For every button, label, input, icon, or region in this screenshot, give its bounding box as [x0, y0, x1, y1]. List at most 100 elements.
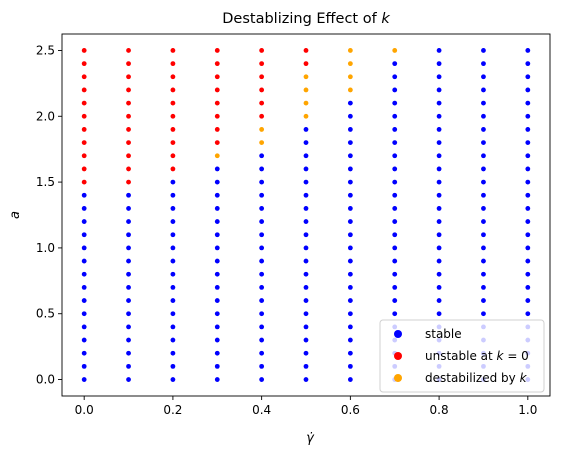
point-stable — [392, 298, 398, 303]
point-stable — [81, 337, 87, 343]
y-tick-label: 1.5 — [36, 175, 55, 189]
point-stable — [525, 271, 531, 277]
point-unstable — [126, 100, 131, 106]
point-unstable — [259, 61, 265, 67]
point-stable — [481, 48, 486, 53]
point-unstable — [81, 127, 87, 132]
point-stable — [436, 285, 442, 290]
point-stable — [392, 271, 398, 277]
point-stable — [170, 285, 176, 290]
point-stable — [259, 232, 265, 238]
point-stable — [347, 337, 353, 343]
point-stable — [525, 113, 531, 119]
point-stable — [525, 285, 531, 290]
point-stable — [214, 363, 220, 369]
point-stable — [303, 337, 309, 343]
point-unstable — [214, 87, 220, 93]
point-stable — [436, 113, 442, 119]
point-unstable — [81, 153, 87, 159]
point-stable — [481, 285, 486, 290]
point-stable — [392, 179, 398, 185]
point-unstable — [170, 74, 176, 80]
point-stable — [259, 285, 265, 290]
point-stable — [303, 245, 309, 251]
point-stable — [303, 219, 309, 224]
point-unstable — [81, 166, 87, 172]
point-stable — [214, 192, 220, 198]
legend-label-stable: stable — [425, 327, 462, 341]
point-stable — [81, 219, 87, 224]
point-stable — [303, 258, 309, 264]
point-stable — [436, 87, 442, 93]
point-stable — [214, 245, 220, 251]
point-stable — [436, 100, 442, 106]
point-stable — [347, 350, 353, 356]
point-stable — [525, 179, 531, 185]
point-stable — [525, 48, 531, 53]
point-stable — [347, 206, 353, 211]
y-axis-label: a — [8, 211, 23, 219]
point-stable — [392, 232, 398, 238]
point-stable — [259, 363, 265, 369]
point-stable — [81, 232, 87, 238]
point-stable — [436, 179, 442, 185]
point-stable — [170, 179, 176, 185]
point-stable — [81, 271, 87, 277]
point-unstable — [81, 87, 87, 93]
point-stable — [347, 166, 353, 172]
point-unstable — [81, 113, 87, 119]
point-unstable — [126, 113, 131, 119]
point-stable — [170, 219, 176, 224]
point-stable — [481, 100, 486, 106]
point-stable — [214, 324, 220, 330]
point-unstable — [81, 100, 87, 106]
point-stable — [259, 153, 265, 159]
point-stable — [303, 192, 309, 198]
point-destabilized — [303, 87, 309, 93]
point-stable — [525, 74, 531, 80]
point-unstable — [126, 153, 131, 159]
y-tick-label: 2.5 — [36, 43, 55, 57]
point-stable — [347, 232, 353, 238]
point-stable — [525, 219, 531, 224]
point-unstable — [126, 140, 131, 146]
point-stable — [126, 258, 131, 264]
point-stable — [170, 298, 176, 303]
point-stable — [259, 219, 265, 224]
point-stable — [481, 245, 486, 251]
point-stable — [303, 271, 309, 277]
point-stable — [259, 377, 265, 382]
point-stable — [81, 192, 87, 198]
point-stable — [392, 311, 398, 317]
point-stable — [481, 87, 486, 93]
point-unstable — [81, 48, 87, 53]
point-unstable — [214, 140, 220, 146]
point-unstable — [170, 113, 176, 119]
point-unstable — [214, 61, 220, 67]
point-stable — [126, 232, 131, 238]
x-tick-label: 1.0 — [518, 403, 537, 417]
point-stable — [303, 298, 309, 303]
point-stable — [436, 245, 442, 251]
point-destabilized — [347, 61, 353, 67]
point-stable — [347, 113, 353, 119]
point-stable — [436, 298, 442, 303]
point-unstable — [170, 48, 176, 53]
point-stable — [481, 232, 486, 238]
plot-frame — [61, 33, 551, 397]
point-stable — [214, 258, 220, 264]
point-stable — [81, 298, 87, 303]
point-stable — [126, 377, 131, 382]
point-stable — [525, 192, 531, 198]
point-stable — [436, 153, 442, 159]
x-tick-label: 0.6 — [341, 403, 360, 417]
point-destabilized — [347, 48, 353, 53]
point-stable — [347, 324, 353, 330]
point-stable — [126, 298, 131, 303]
point-stable — [347, 219, 353, 224]
point-unstable — [214, 100, 220, 106]
point-stable — [214, 219, 220, 224]
point-destabilized — [259, 140, 265, 146]
point-stable — [525, 100, 531, 106]
point-stable — [392, 166, 398, 172]
